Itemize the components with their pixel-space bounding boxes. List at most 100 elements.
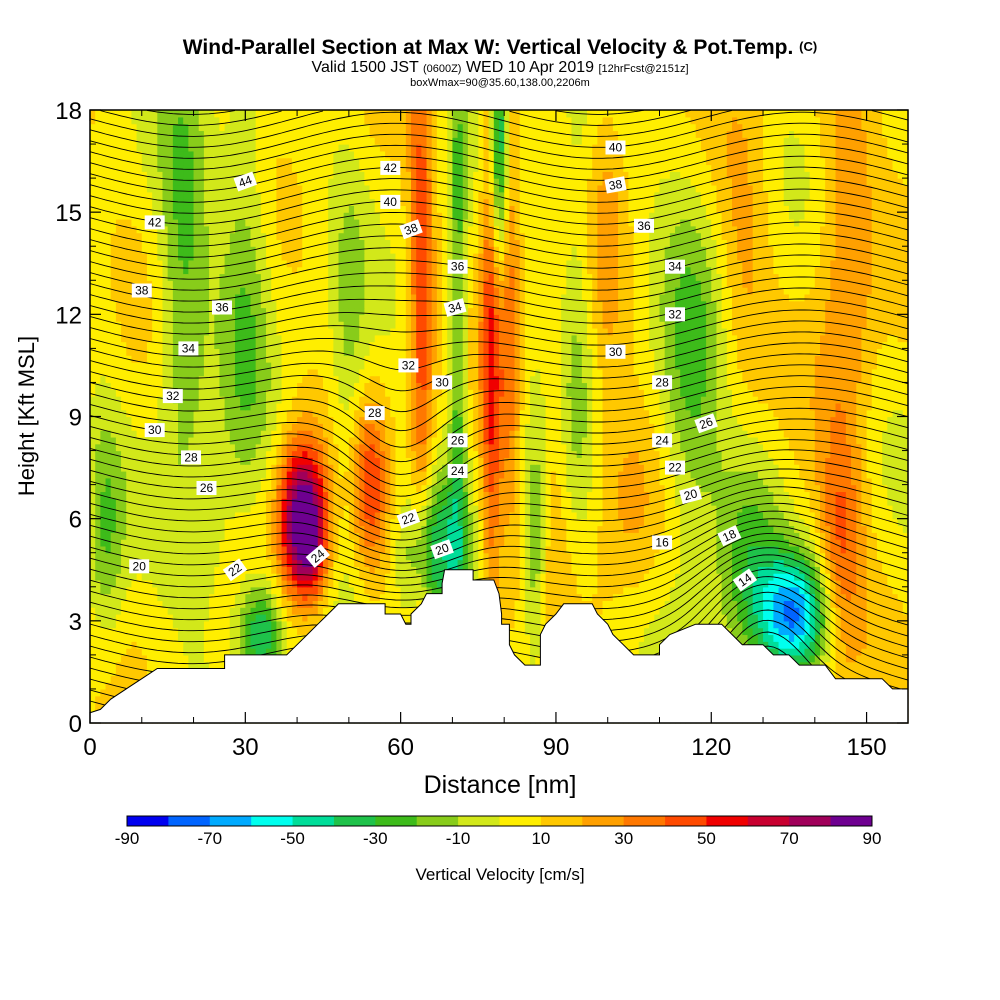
heatmap-cell bbox=[364, 525, 371, 533]
heatmap-cell bbox=[266, 573, 272, 581]
heatmap-cell bbox=[540, 505, 547, 513]
heatmap-cell bbox=[664, 559, 671, 567]
heatmap-cell bbox=[654, 600, 661, 608]
heatmap-cell bbox=[576, 559, 583, 567]
heatmap-cell bbox=[400, 532, 407, 540]
heatmap-cell bbox=[188, 648, 195, 656]
heatmap-cell bbox=[234, 573, 241, 581]
heatmap-cell bbox=[700, 586, 707, 595]
heatmap-cell bbox=[607, 579, 614, 588]
heatmap-cell bbox=[840, 634, 847, 642]
heatmap-cell bbox=[514, 559, 521, 567]
heatmap-cell bbox=[198, 654, 205, 663]
heatmap-cell bbox=[902, 511, 909, 520]
heatmap-cell bbox=[747, 566, 754, 574]
heatmap-cell bbox=[110, 661, 117, 670]
heatmap-cell bbox=[607, 586, 614, 595]
heatmap-cell bbox=[892, 675, 899, 683]
heatmap-cell bbox=[892, 634, 899, 642]
heatmap-cell bbox=[607, 559, 614, 567]
heatmap-cell bbox=[136, 505, 143, 513]
heatmap-cell bbox=[649, 566, 655, 574]
heatmap-cell bbox=[390, 593, 397, 601]
heatmap-cell bbox=[90, 593, 96, 601]
heatmap-cell bbox=[845, 607, 852, 615]
heatmap-cell bbox=[131, 661, 138, 670]
heatmap-cell bbox=[203, 586, 210, 595]
heatmap-cell bbox=[561, 552, 567, 561]
heatmap-cell bbox=[871, 545, 878, 554]
heatmap-cell bbox=[322, 518, 329, 527]
heatmap-cell bbox=[783, 614, 790, 622]
heatmap-cell bbox=[266, 539, 272, 547]
heatmap-cell bbox=[540, 600, 547, 608]
heatmap-cell bbox=[576, 525, 583, 533]
heatmap-cell bbox=[172, 607, 179, 615]
heatmap-cell bbox=[245, 586, 252, 595]
heatmap-cell bbox=[157, 620, 164, 629]
heatmap-cell bbox=[809, 518, 816, 527]
heatmap-cell bbox=[550, 545, 557, 554]
heatmap-cell bbox=[426, 579, 433, 588]
heatmap-cell bbox=[866, 607, 873, 615]
heatmap-cell bbox=[840, 593, 847, 601]
heatmap-cell bbox=[167, 600, 174, 608]
heatmap-cell bbox=[240, 559, 246, 567]
heatmap-cell bbox=[224, 573, 231, 581]
heatmap-cell bbox=[493, 566, 500, 574]
heatmap-cell bbox=[162, 648, 169, 656]
heatmap-cell bbox=[731, 620, 738, 629]
heatmap-cell bbox=[638, 579, 645, 588]
heatmap-cell bbox=[369, 539, 376, 547]
heatmap-cell bbox=[664, 586, 671, 595]
heatmap-cell bbox=[840, 518, 847, 527]
heatmap-cell bbox=[354, 579, 360, 588]
heatmap-cell bbox=[830, 559, 837, 567]
heatmap-cell bbox=[814, 648, 821, 656]
heatmap-cell bbox=[794, 627, 800, 636]
heatmap-cell bbox=[742, 607, 749, 615]
heatmap-cell bbox=[607, 620, 614, 629]
heatmap-cell bbox=[685, 545, 692, 554]
heatmap-cell bbox=[830, 634, 837, 642]
heatmap-cell bbox=[530, 579, 536, 588]
heatmap-cell bbox=[550, 505, 557, 513]
heatmap-cell bbox=[219, 627, 226, 636]
heatmap-cell bbox=[664, 525, 671, 533]
heatmap-cell bbox=[131, 525, 138, 533]
heatmap-cell bbox=[845, 552, 852, 561]
heatmap-cell bbox=[794, 518, 800, 527]
heatmap-cell bbox=[126, 552, 133, 561]
heatmap-cell bbox=[126, 614, 133, 622]
heatmap-cell bbox=[587, 586, 593, 595]
heatmap-cell bbox=[245, 532, 252, 540]
heatmap-cell bbox=[395, 539, 402, 547]
heatmap-cell bbox=[597, 566, 604, 574]
heatmap-cell bbox=[209, 661, 215, 670]
heatmap-cell bbox=[530, 593, 536, 601]
heatmap-cell bbox=[763, 511, 769, 520]
heatmap-cell bbox=[757, 525, 764, 533]
heatmap-cell bbox=[519, 518, 526, 527]
heatmap-cell bbox=[690, 579, 697, 588]
heatmap-cell bbox=[473, 505, 479, 513]
heatmap-cell bbox=[162, 654, 169, 663]
heatmap-cell bbox=[442, 511, 448, 520]
heatmap-cell bbox=[379, 593, 386, 601]
heatmap-cell bbox=[535, 654, 542, 663]
heatmap-cell bbox=[680, 559, 686, 567]
heatmap-cell bbox=[576, 566, 583, 574]
heatmap-cell bbox=[281, 559, 288, 567]
heatmap-cell bbox=[695, 566, 702, 574]
heatmap-cell bbox=[229, 614, 236, 622]
heatmap-cell bbox=[643, 559, 650, 567]
heatmap-cell bbox=[146, 505, 153, 513]
heatmap-cell bbox=[431, 579, 438, 588]
heatmap-cell bbox=[141, 573, 148, 581]
heatmap-cell bbox=[354, 539, 360, 547]
heatmap-cell bbox=[250, 620, 257, 629]
heatmap-cell bbox=[105, 654, 112, 663]
heatmap-cell bbox=[504, 505, 510, 513]
heatmap-cell bbox=[814, 620, 821, 629]
heatmap-cell bbox=[110, 634, 117, 642]
